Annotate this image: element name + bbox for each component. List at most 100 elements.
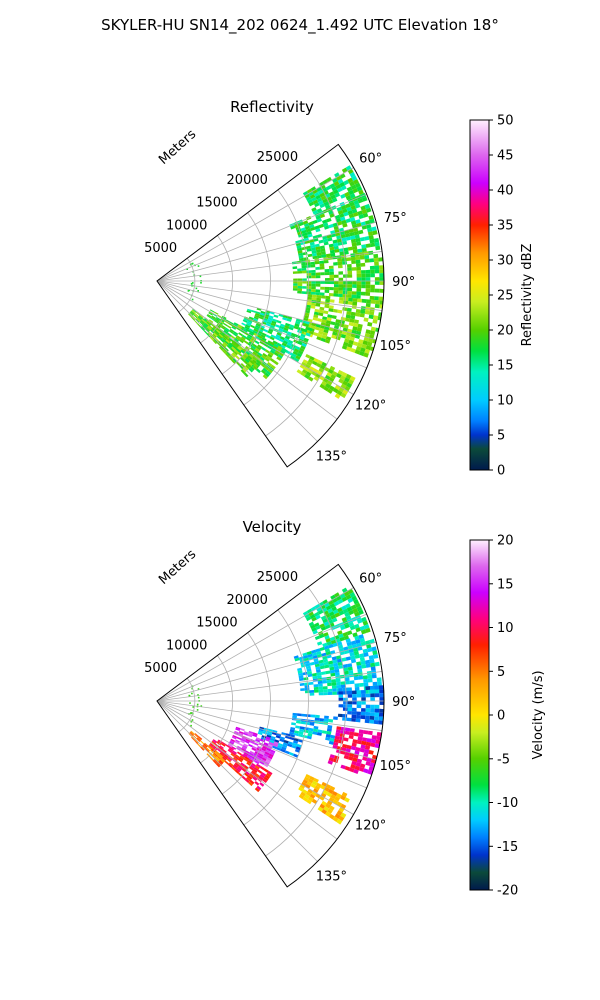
echo-cell bbox=[216, 762, 222, 767]
echo-cell bbox=[337, 293, 343, 298]
echo-cell bbox=[358, 189, 364, 195]
echo-cell bbox=[369, 762, 376, 768]
echo-cell bbox=[347, 287, 353, 292]
echo-cell bbox=[292, 742, 298, 747]
echo-cell bbox=[219, 745, 224, 749]
echo-cell bbox=[226, 758, 232, 763]
echo-cell bbox=[243, 753, 248, 758]
echo-cell bbox=[320, 251, 326, 255]
echo-cell bbox=[311, 269, 316, 273]
echo-cell bbox=[189, 732, 193, 737]
echo-cell bbox=[355, 718, 361, 723]
echo-cell bbox=[270, 736, 276, 740]
echo-cell bbox=[277, 345, 283, 350]
echo-cell bbox=[317, 609, 324, 615]
echo-cell bbox=[331, 685, 337, 689]
echo-cell bbox=[318, 683, 323, 687]
echo-cell bbox=[321, 334, 327, 340]
echo-cell bbox=[347, 177, 354, 184]
echo-cell bbox=[355, 237, 361, 243]
echo-cell bbox=[220, 345, 225, 350]
echo-cell bbox=[251, 770, 257, 775]
echo-cell bbox=[319, 662, 325, 667]
echo-cell bbox=[346, 311, 352, 316]
echo-cell bbox=[281, 347, 287, 353]
echo-cell bbox=[352, 632, 358, 638]
echo-cell bbox=[329, 249, 335, 254]
echo-cell bbox=[359, 653, 365, 658]
echo-cell bbox=[359, 763, 366, 769]
echo-cell bbox=[273, 314, 279, 318]
echo-cell bbox=[236, 327, 241, 331]
echo-cell bbox=[191, 736, 195, 741]
echo-cell bbox=[356, 606, 363, 612]
echo-cell bbox=[368, 766, 375, 772]
echo-cell bbox=[364, 255, 370, 260]
echo-cell bbox=[315, 281, 321, 284]
echo-cell bbox=[352, 249, 358, 254]
echo-cell bbox=[328, 663, 334, 668]
echo-cell bbox=[259, 766, 265, 771]
echo-cell bbox=[257, 344, 263, 349]
echo-cell bbox=[216, 342, 222, 347]
echo-cell bbox=[332, 597, 338, 604]
echo-cell bbox=[238, 732, 244, 736]
colorbar-tick-label: 0 bbox=[497, 464, 505, 479]
echo-cell bbox=[334, 322, 340, 327]
echo-cell bbox=[338, 271, 343, 275]
echo-cell bbox=[348, 756, 354, 761]
echo-cell bbox=[217, 740, 222, 745]
echo-cell bbox=[190, 311, 195, 316]
echo-cell bbox=[326, 800, 333, 806]
echo-cell bbox=[333, 180, 340, 187]
echo-cell bbox=[235, 336, 241, 341]
echo-cell bbox=[364, 719, 370, 724]
echo-cell bbox=[369, 218, 375, 224]
echo-cell bbox=[316, 255, 322, 259]
echo-cell bbox=[277, 745, 283, 749]
echo-cell bbox=[369, 330, 376, 336]
echo-cell bbox=[346, 744, 352, 750]
echo-cell bbox=[240, 337, 245, 342]
echo-cell bbox=[363, 730, 369, 735]
echo-cell bbox=[194, 739, 199, 744]
echo-cell bbox=[256, 346, 262, 351]
echo-cell bbox=[353, 230, 359, 236]
echo-cell bbox=[347, 270, 353, 275]
echo-cell bbox=[344, 377, 350, 383]
echo-cell bbox=[277, 354, 283, 359]
echo-cell bbox=[217, 323, 222, 328]
echo-cell bbox=[251, 345, 257, 350]
echo-cell bbox=[316, 295, 322, 299]
echo-cell bbox=[323, 241, 329, 246]
echo-cell bbox=[214, 337, 220, 342]
echo-cell bbox=[197, 694, 199, 696]
echo-cell bbox=[259, 773, 265, 779]
echo-cell bbox=[221, 743, 226, 747]
echo-cell bbox=[362, 737, 368, 742]
echo-cell bbox=[351, 208, 358, 214]
echo-cell bbox=[233, 323, 238, 328]
echo-cell bbox=[324, 648, 331, 653]
echo-cell bbox=[252, 343, 258, 348]
echo-cell bbox=[247, 308, 252, 312]
echo-cell bbox=[346, 606, 353, 612]
echo-cell bbox=[248, 752, 254, 757]
echo-cell bbox=[312, 675, 318, 680]
echo-cell bbox=[270, 737, 275, 742]
echo-cell bbox=[344, 730, 350, 735]
echo-cell bbox=[257, 769, 263, 774]
echo-cell bbox=[300, 345, 306, 350]
echo-cell bbox=[261, 757, 267, 762]
colorbar-tick-label: 25 bbox=[497, 289, 514, 304]
echo-cell bbox=[253, 328, 259, 333]
echo-cell bbox=[322, 686, 328, 690]
echo-cell bbox=[299, 682, 305, 686]
echo-cell bbox=[215, 763, 221, 768]
echo-cell bbox=[345, 233, 351, 238]
echo-cell bbox=[311, 283, 316, 287]
echo-cell bbox=[347, 694, 353, 698]
echo-cell bbox=[310, 305, 316, 309]
echo-cell bbox=[357, 248, 363, 253]
echo-cell bbox=[276, 342, 282, 347]
